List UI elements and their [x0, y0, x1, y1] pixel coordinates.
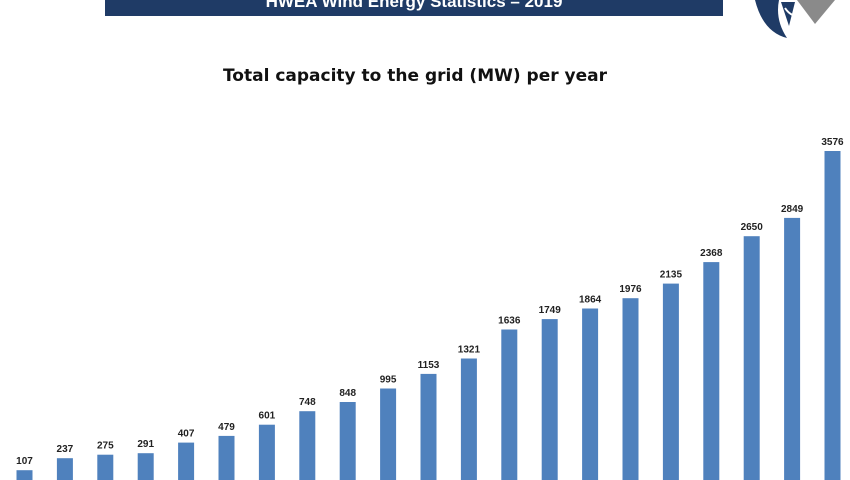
bar-value-label: 848	[339, 388, 356, 399]
bar-value-label: 275	[97, 441, 114, 452]
bar	[380, 388, 397, 480]
bar	[582, 308, 599, 480]
bar-value-label: 601	[259, 411, 276, 422]
bar	[824, 151, 841, 480]
bar	[703, 262, 720, 480]
bar-value-label: 107	[16, 456, 33, 467]
bar-value-label: 237	[57, 444, 74, 455]
bar-value-label: 1976	[619, 284, 642, 295]
bar-value-label: 1864	[579, 295, 602, 306]
bar-value-label: 1321	[458, 345, 481, 356]
bar	[56, 458, 73, 480]
bar-value-label: 1636	[498, 316, 521, 327]
bar-value-label: 2650	[741, 222, 764, 233]
bar	[460, 358, 477, 480]
bar-value-label: 291	[137, 439, 154, 450]
bar	[622, 298, 639, 480]
bar-value-label: 479	[218, 422, 235, 433]
bar	[178, 442, 195, 480]
bar	[97, 454, 114, 480]
bar	[339, 402, 356, 480]
header-title: HWEA Wind Energy Statistics – 2019	[105, 0, 723, 16]
bar	[258, 424, 275, 480]
hwea-logo-icon	[755, 0, 835, 38]
bar	[541, 319, 558, 480]
bar-value-label: 2135	[660, 270, 683, 281]
bar	[16, 470, 33, 480]
bar	[137, 453, 154, 480]
bar-value-label: 1749	[539, 305, 562, 316]
bar-value-label: 748	[299, 397, 316, 408]
bar-value-label: 2368	[700, 248, 723, 259]
bar	[299, 411, 316, 480]
bar-value-label: 3576	[821, 137, 844, 148]
bar	[743, 236, 760, 480]
bar-value-label: 407	[178, 429, 195, 440]
bar	[784, 217, 801, 480]
bar	[218, 435, 235, 480]
bar-value-label: 995	[380, 375, 397, 386]
chart-title: Total capacity to the grid (MW) per year	[222, 66, 608, 86]
bar-value-label: 2849	[781, 204, 804, 215]
bar-value-label: 1153	[418, 360, 440, 371]
bar	[501, 329, 518, 480]
bar	[662, 283, 679, 480]
bar	[420, 373, 437, 480]
